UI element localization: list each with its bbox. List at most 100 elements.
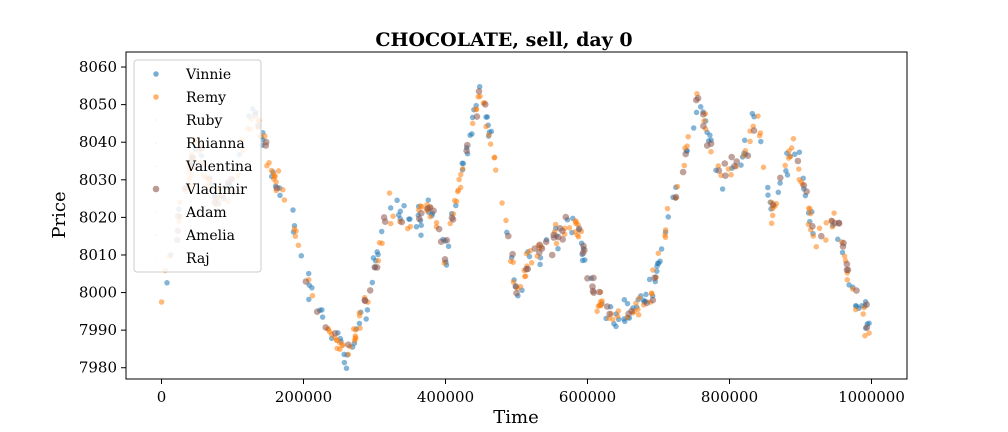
data-point [679,168,687,176]
data-point [437,238,445,245]
data-point [728,153,735,161]
data-point [768,220,775,227]
data-point [796,149,803,155]
data-point [366,287,374,294]
data-point [379,240,385,247]
data-point [369,279,376,286]
data-point [380,214,388,221]
data-point [665,214,672,220]
data-point [555,245,561,252]
x-axis-label: Time [493,407,538,428]
data-point [852,306,859,313]
data-point [823,220,830,226]
data-point [575,234,582,240]
legend: Vinnie Remy Ruby Rhianna Valentina Vladimir Ad… [133,59,262,273]
data-point [715,167,723,174]
legend-label: Amelia [185,228,235,244]
data-point [302,278,310,285]
data-point [341,351,347,358]
y-tick-label: 8040 [79,133,117,151]
data-point [298,253,305,259]
data-point [295,242,302,249]
x-tick-label: 400000 [417,388,474,406]
data-point [566,225,573,231]
data-point [469,131,475,137]
data-point [722,172,729,179]
data-point [863,324,871,331]
data-point [693,109,700,116]
data-point [453,202,459,209]
legend-label: Remy [186,90,226,106]
data-point [363,316,369,322]
data-point [662,232,668,238]
data-point [733,158,740,165]
data-point [473,106,479,113]
data-point [682,150,689,158]
data-point [615,313,621,320]
data-point [387,205,394,211]
data-point [624,300,631,307]
data-point [785,155,792,161]
data-point [662,227,669,233]
data-point [404,225,411,232]
data-point [708,148,714,155]
data-point [756,132,763,139]
data-point [580,242,587,250]
data-point [292,233,299,239]
data-point [700,111,707,118]
data-point [433,219,440,226]
data-point [697,104,704,110]
data-point [790,135,797,142]
data-point [853,287,860,294]
data-point [477,93,483,100]
data-point [596,288,603,296]
data-point [473,113,481,120]
data-point [823,237,829,243]
data-point [844,277,851,283]
data-point [463,147,470,155]
data-point [499,200,505,206]
data-point [715,163,722,169]
data-point [741,137,748,143]
data-point [738,162,744,168]
data-point [693,96,700,104]
legend-marker [155,119,157,121]
data-point [262,133,268,139]
x-tick-label: 0 [157,388,167,406]
data-point [579,249,587,257]
data-point [164,280,170,286]
data-point [486,132,492,138]
data-point [277,192,283,199]
data-point [401,202,407,209]
data-point [273,184,281,192]
data-point [655,250,662,257]
data-point [336,339,343,346]
data-point [343,365,350,372]
data-point [765,192,771,198]
data-point [843,260,851,268]
legend-label: Vinnie [185,67,231,83]
data-point [777,174,784,182]
legend-box [133,59,262,273]
y-tick-label: 8010 [79,246,117,264]
data-point [364,307,371,313]
data-point [589,283,596,290]
data-point [658,246,665,252]
data-point [319,314,326,320]
data-point [523,250,530,257]
data-point [505,232,512,240]
data-point [760,164,767,171]
legend-marker [152,185,160,193]
data-point [650,267,656,273]
data-point [622,318,628,325]
data-point [374,249,380,255]
data-point [458,171,464,178]
data-point [648,291,655,297]
data-point [418,209,425,217]
data-point [590,274,597,282]
data-point [807,210,814,217]
data-point [456,176,462,183]
data-point [388,220,394,227]
data-point [664,205,671,212]
legend-label: Ruby [186,113,223,129]
